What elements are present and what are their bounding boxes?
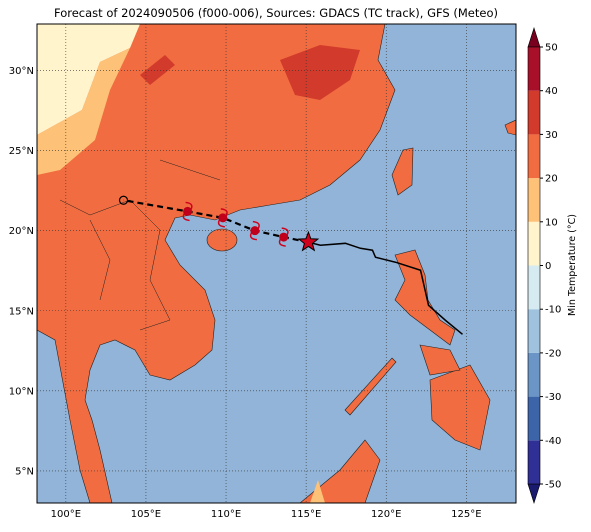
colorbar-extend-low — [527, 483, 541, 504]
forecast-point — [183, 206, 193, 216]
observed-track — [308, 241, 463, 335]
colorbar-bin — [528, 90, 540, 135]
colorbar-bin — [528, 178, 540, 222]
lon-label: 105°E — [131, 509, 161, 520]
colorbar-bin — [528, 352, 540, 397]
track — [118, 195, 463, 335]
colorbar-label: Min Temperature (°C) — [567, 214, 578, 316]
lon-label: 100°E — [51, 509, 81, 520]
colorbar-tick-label: -50 — [545, 480, 561, 491]
colorbar-bin — [528, 309, 540, 353]
colorbar-bin — [528, 134, 540, 179]
lat-label: 5°N — [15, 466, 34, 477]
colorbar-tick-label: 0 — [545, 261, 551, 272]
lon-label: 110°E — [211, 509, 241, 520]
lon-label: 115°E — [291, 509, 321, 520]
colorbar-bin — [528, 47, 540, 91]
lat-label: 25°N — [9, 146, 34, 157]
graticule — [37, 24, 516, 503]
lat-label: 10°N — [9, 386, 34, 397]
forecast-point — [118, 195, 129, 205]
current-position — [297, 230, 320, 252]
colorbar-extend-high — [527, 27, 541, 48]
colorbar-bin — [528, 396, 540, 441]
map-frame — [36, 23, 517, 504]
forecast-point — [279, 232, 289, 242]
colorbar-bin — [528, 440, 540, 484]
lat-label: 30°N — [9, 66, 34, 77]
basemap — [37, 24, 516, 503]
colorbar-tick-label: 40 — [545, 86, 558, 97]
title: Forecast of 2024090506 (f000-006), Sourc… — [54, 6, 498, 20]
colorbar-tick-label: -30 — [545, 392, 561, 403]
forecast-point — [250, 226, 260, 236]
colorbar-tick-label: -20 — [545, 348, 561, 359]
lat-label: 20°N — [9, 226, 34, 237]
forecast-point — [218, 213, 228, 223]
colorbar-tick-label: -10 — [545, 305, 561, 316]
colorbar-tick-label: 30 — [545, 130, 558, 141]
colorbar-bin — [528, 265, 540, 310]
lon-label: 120°E — [371, 509, 401, 520]
colorbar-bin — [528, 221, 540, 266]
colorbar-tick-label: 50 — [545, 43, 558, 54]
lon-label: 125°E — [451, 509, 481, 520]
lat-label: 15°N — [9, 306, 34, 317]
colorbar-tick-label: -40 — [545, 436, 561, 447]
colorbar-tick-label: 10 — [545, 217, 558, 228]
colorbar-tick-label: 20 — [545, 174, 558, 185]
